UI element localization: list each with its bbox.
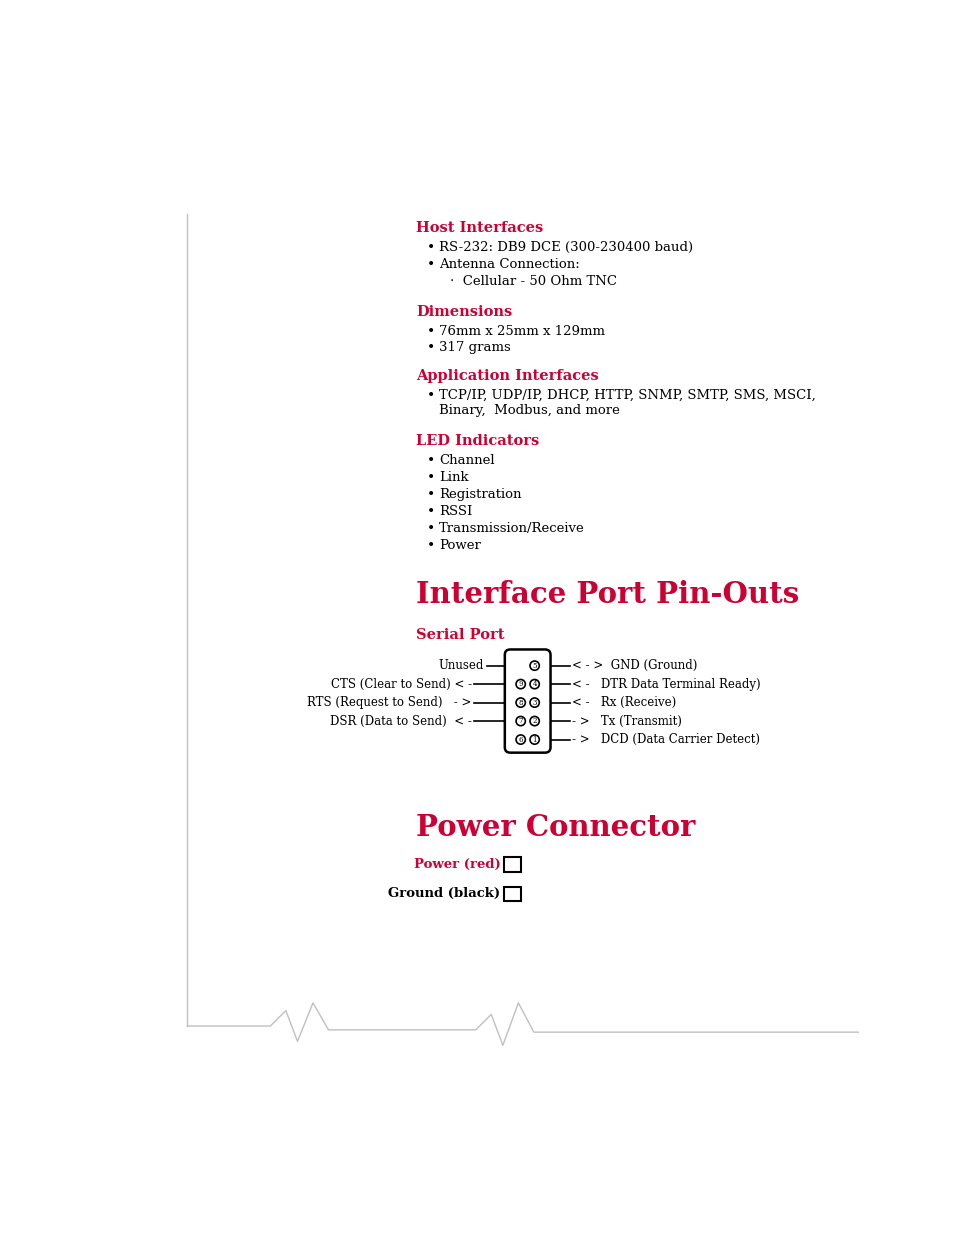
Text: Registration: Registration [439, 488, 521, 500]
Text: Channel: Channel [439, 454, 495, 467]
Text: •: • [427, 538, 435, 552]
Text: RSSI: RSSI [439, 505, 472, 517]
Text: Link: Link [439, 471, 469, 484]
Circle shape [530, 698, 538, 708]
Circle shape [530, 716, 538, 726]
Text: •: • [427, 454, 435, 468]
Text: Power: Power [439, 538, 480, 552]
Circle shape [516, 716, 525, 726]
Circle shape [516, 679, 525, 689]
Text: TCP/IP, UDP/IP, DHCP, HTTP, SNMP, SMTP, SMS, MSCI,: TCP/IP, UDP/IP, DHCP, HTTP, SNMP, SMTP, … [439, 389, 815, 403]
Text: LED Indicators: LED Indicators [416, 433, 538, 448]
Text: RS-232: DB9 DCE (300-230400 baud): RS-232: DB9 DCE (300-230400 baud) [439, 241, 693, 254]
Text: •: • [427, 488, 435, 501]
Text: - >   Tx (Transmit): - > Tx (Transmit) [572, 715, 681, 727]
Text: ·  Cellular - 50 Ohm TNC: · Cellular - 50 Ohm TNC [450, 275, 617, 288]
Text: Application Interfaces: Application Interfaces [416, 369, 598, 383]
Text: DSR (Data to Send)  < -: DSR (Data to Send) < - [330, 715, 472, 727]
Text: Unused: Unused [437, 659, 483, 672]
Text: - >   DCD (Data Carrier Detect): - > DCD (Data Carrier Detect) [572, 734, 760, 746]
Text: Power (red): Power (red) [414, 858, 500, 871]
Text: 6: 6 [517, 736, 522, 743]
Text: •: • [427, 325, 435, 338]
Text: Power Connector: Power Connector [416, 813, 695, 842]
Text: < -   Rx (Receive): < - Rx (Receive) [572, 697, 676, 709]
Text: 76mm x 25mm x 129mm: 76mm x 25mm x 129mm [439, 325, 605, 337]
Text: Dimensions: Dimensions [416, 305, 512, 319]
FancyBboxPatch shape [504, 650, 550, 752]
Text: RTS (Request to Send)   - >: RTS (Request to Send) - > [307, 697, 472, 709]
Text: •: • [427, 471, 435, 485]
Text: 2: 2 [532, 718, 537, 725]
Text: 3: 3 [532, 699, 537, 706]
Circle shape [516, 735, 525, 745]
Text: Transmission/Receive: Transmission/Receive [439, 521, 584, 535]
Text: 9: 9 [517, 680, 522, 688]
Text: Host Interfaces: Host Interfaces [416, 221, 543, 236]
Text: Binary,  Modbus, and more: Binary, Modbus, and more [439, 404, 619, 417]
Text: < -   DTR Data Terminal Ready): < - DTR Data Terminal Ready) [572, 678, 760, 690]
Text: 317 grams: 317 grams [439, 341, 511, 354]
Text: 4: 4 [532, 680, 537, 688]
Text: Interface Port Pin-Outs: Interface Port Pin-Outs [416, 580, 799, 609]
Text: < - >  GND (Ground): < - > GND (Ground) [572, 659, 697, 672]
Text: •: • [427, 389, 435, 403]
Text: •: • [427, 241, 435, 256]
Circle shape [516, 698, 525, 708]
Text: CTS (Clear to Send) < -: CTS (Clear to Send) < - [331, 678, 472, 690]
Text: •: • [427, 341, 435, 356]
Text: •: • [427, 521, 435, 536]
Text: 7: 7 [517, 718, 522, 725]
Text: Ground (black): Ground (black) [388, 888, 500, 900]
Bar [503, 887, 520, 902]
Text: 5: 5 [532, 662, 537, 669]
Circle shape [530, 661, 538, 671]
Text: 1: 1 [532, 736, 537, 743]
Bar [503, 857, 520, 872]
Circle shape [530, 679, 538, 689]
Text: •: • [427, 258, 435, 272]
Text: Antenna Connection:: Antenna Connection: [439, 258, 579, 272]
Text: •: • [427, 505, 435, 519]
Text: 8: 8 [517, 699, 522, 706]
Text: Serial Port: Serial Port [416, 627, 504, 642]
Circle shape [530, 735, 538, 745]
